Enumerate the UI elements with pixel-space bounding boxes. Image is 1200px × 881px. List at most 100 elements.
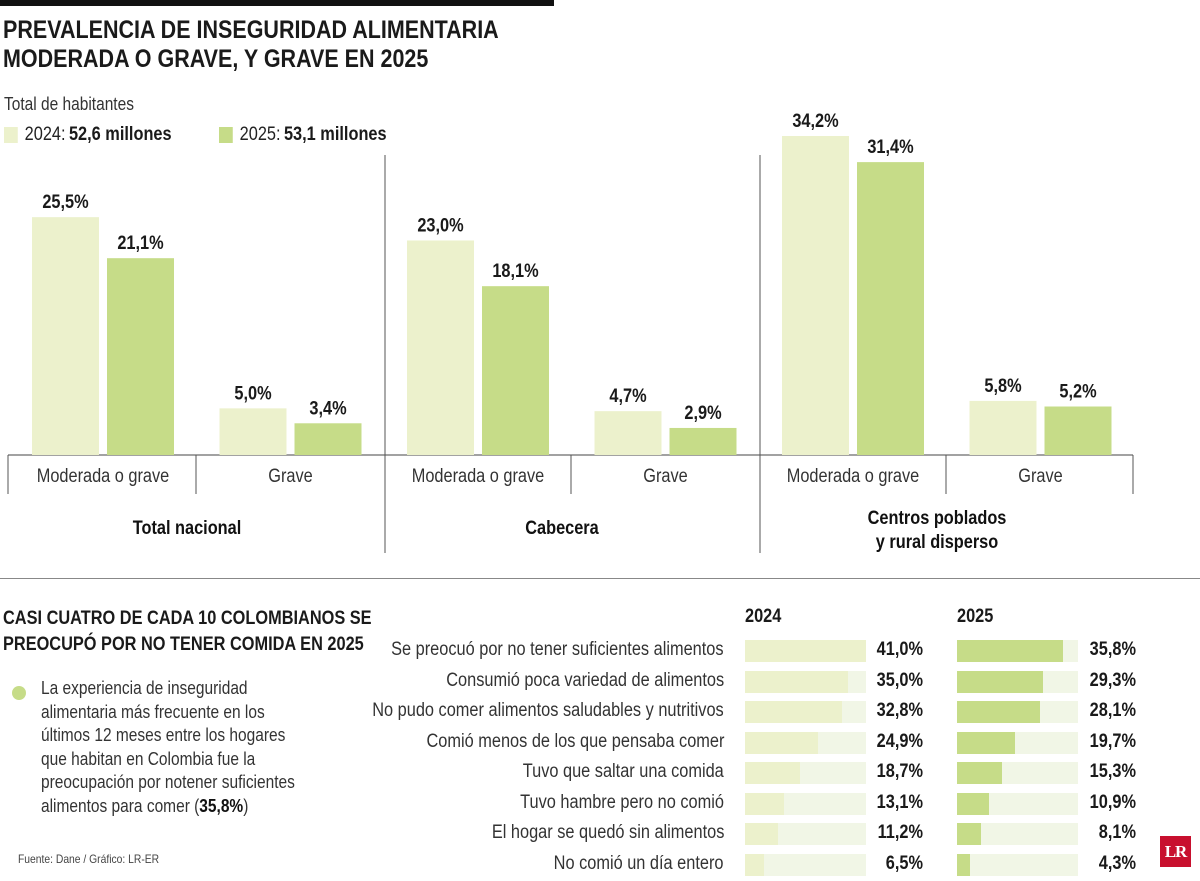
bar-2024 [745,853,765,876]
bar-2024 [745,792,784,815]
category-label: Grave [268,465,313,486]
legend-value-2024: 52,6 millones [68,124,172,145]
bar-2025 [957,853,970,876]
bar-value-2024: 41,0% [876,639,923,660]
bar-2025 [957,762,1003,784]
bar-2025-1 [294,423,362,455]
bar-value-label: 5,8% [984,375,1021,396]
legend-swatch-2024 [4,127,18,143]
year-heading-2025: 2025 [957,606,994,627]
experience-chart-title: CASI CUATRO DE CADA 10 COLOMBIANOS SE PR… [3,606,372,658]
bar-2025 [957,823,981,845]
bar-value-2025: 4,3% [1098,852,1136,874]
bar-track-2024 [745,670,866,693]
bar-track-2025 [957,792,1078,815]
legend-year-2025: 2025: [239,124,281,145]
bar-value-2024: 11,2% [877,822,923,843]
bar-2025 [957,670,1044,693]
group-label: Total nacional [133,517,242,538]
experience-label: Tuvo hambre pero no comió [520,791,724,813]
category-label: Moderada o grave [412,465,545,486]
legend-year-2024: 2024: [24,124,66,145]
bar-2024 [745,762,801,784]
bar-value-label: 21,1% [117,232,164,253]
bar-2024-1 [219,408,287,455]
group-label: Cabecera [525,517,599,538]
subtitle-line-1: CASI CUATRO DE CADA 10 COLOMBIANOS SE [3,608,372,629]
category-label: Grave [643,465,688,486]
group-label: Centros poblados [868,507,1007,528]
subtitle-line-2: PREOCUPÓ POR NO TENER COMIDA EN 2025 [3,634,364,655]
bar-value-2025: 15,3% [1089,761,1136,782]
bar-value-label: 2,9% [684,402,721,423]
bar-value-2024: 13,1% [876,791,923,813]
bar-value-label: 3,4% [309,397,346,418]
bar-value-label: 18,1% [492,260,539,281]
total-habitantes-label: Total de habitantes [4,94,134,114]
bar-2025 [957,792,990,815]
category-label: Grave [1018,465,1063,486]
bar-value-label: 5,2% [1059,380,1096,401]
bar-2025-0 [107,258,174,455]
bar-value-2025: 10,9% [1089,791,1136,813]
bar-track-2024 [745,701,866,723]
bar-track-2025 [957,670,1078,693]
bar-2025-1 [669,427,737,455]
bar-value-2025: 19,7% [1089,730,1136,752]
bar-2024 [745,823,779,845]
bar-2025 [957,640,1063,662]
legend-item-2024: 2024: 52,6 millones [4,124,172,146]
category-label: Moderada o grave [37,465,170,486]
bar-value-label: 25,5% [42,191,89,212]
title-line-1: PREVALENCIA DE INSEGURIDAD ALIMENTARIA [3,16,499,44]
prevalence-bar-chart: 25,5% 21,1% Moderada o grave 5,0% 3,4% Grave T… [7,110,1134,553]
bar-2025 [957,701,1040,723]
source-credit: Fuente: Dane / Gráfico: LR-ER [18,852,160,866]
experience-label: Se preocuó por no tener suficientes alim… [391,639,724,660]
legend-item-2025: 2025: 53,1 millones [219,124,387,146]
bar-value-label: 34,2% [792,110,839,131]
title-rule [0,0,554,6]
bar-2024-1 [594,411,662,455]
experience-label: El hogar se quedó sin alimentos [491,822,724,843]
note-text: La experiencia de inseguridad alimentari… [41,678,295,816]
bar-track-2025 [957,731,1078,754]
page-title: PREVALENCIA DE INSEGURIDAD ALIMENTARIA M… [3,16,499,74]
bar-value-2024: 35,0% [876,669,923,691]
category-label: Moderada o grave [787,465,920,486]
bar-2025 [957,731,1016,754]
bar-value-label: 5,0% [234,382,271,403]
section-divider [0,578,1200,579]
bar-track-2025 [957,823,1078,845]
bar-2024-0 [782,136,849,455]
bar-2024-0 [407,240,474,455]
experience-label: No comió un día entero [554,852,724,874]
bar-track-2024 [745,792,866,815]
bar-value-label: 23,0% [417,214,464,235]
bar-track-2024 [745,640,866,662]
bar-2024-1 [969,400,1037,455]
bar-2025-0 [857,162,924,456]
note-highlight: 35,8% [199,795,244,816]
experience-label: Tuvo que saltar una comida [522,761,724,782]
bar-value-2024: 24,9% [876,730,923,752]
experience-label: No pudo comer alimentos saludables y nut… [372,700,724,721]
bar-value-2025: 35,8% [1089,639,1136,660]
bar-value-2024: 18,7% [876,761,923,782]
bar-2024 [745,640,866,662]
bar-value-2024: 32,8% [876,700,923,721]
bar-track-2025 [957,762,1078,784]
bar-value-label: 4,7% [609,385,646,406]
bar-2025-1 [1044,406,1112,455]
bar-2024-0 [32,217,99,455]
bar-track-2025 [957,640,1078,662]
legend-swatch-2025 [219,127,233,143]
experience-label: Comió menos de los que pensaba comer [426,730,724,752]
legend-value-2025: 53,1 millones [283,124,387,145]
bar-track-2024 [745,731,866,754]
bar-value-2025: 28,1% [1089,700,1136,721]
bar-value-2025: 29,3% [1089,669,1136,691]
bar-track-2024 [745,823,866,845]
bar-track-2025 [957,853,1078,876]
bullet-dot-icon [12,686,26,700]
